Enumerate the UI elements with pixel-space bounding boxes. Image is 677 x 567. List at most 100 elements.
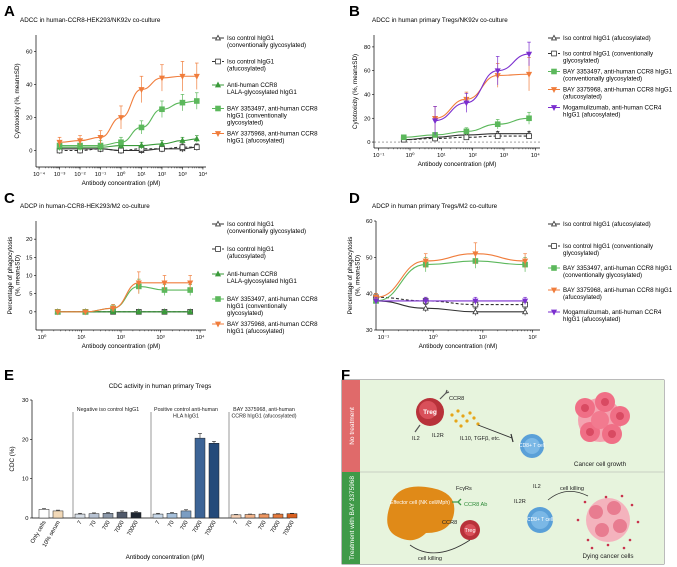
il2r-label-bottom: IL2R (514, 499, 526, 505)
legend-label: BAY 3353497, anti-human CCR8 hIgG1 (563, 69, 673, 76)
data-point (463, 128, 470, 135)
data-point (193, 135, 200, 142)
legend-label: LALA-glycosylated hIgG1 (227, 278, 297, 285)
series-b-4 (432, 41, 533, 135)
data-point (472, 308, 479, 315)
data-point (82, 309, 89, 316)
series-d-0 (372, 296, 529, 316)
legend-label: BAY 3353497, anti-human CCR8 (227, 296, 318, 303)
bar (38, 509, 50, 519)
legend-label: Iso control hIgG1 (227, 35, 275, 42)
effector-cell (387, 486, 455, 541)
inhibition-arrow (477, 424, 513, 439)
legend-label: LALA-glycosylated hIgG1 (227, 89, 297, 96)
legend-b: Iso control hIgG1 (afucosylated) Iso cont… (548, 34, 673, 119)
bar (102, 513, 114, 519)
data-point (135, 280, 142, 287)
y-axis-label: Cytotoxicity (%, mean±SD) (352, 54, 359, 129)
legend-marker (215, 58, 221, 65)
data-point (97, 134, 104, 141)
legend-label: Iso control hIgG1 (227, 221, 275, 228)
legend-c: Iso control hIgG1(conventionally glycosy… (212, 220, 318, 335)
group-label: HLA hIgG1 (173, 414, 199, 420)
x-tick-label: 70000 (126, 520, 139, 537)
legend-marker (550, 309, 558, 316)
data-point (494, 121, 501, 128)
x-tick-label: 700 (180, 520, 190, 531)
series-d-4 (372, 296, 529, 305)
data-point (522, 298, 529, 305)
chart-title-b: ADCC in human primary Tregs/NK92v co-cul… (372, 17, 508, 24)
x-tick-label: 70 (245, 520, 253, 529)
legend-label: glycosylated) (563, 58, 599, 65)
y-tick-label: 20 (22, 437, 28, 443)
top-row-label: No treatment (349, 407, 356, 445)
legend-label: Mogamulizumab, anti-human CCR4 (563, 309, 662, 316)
series-b-2 (400, 111, 532, 141)
legend-d: Iso control hIgG1 (afucosylated) Iso cont… (548, 220, 673, 323)
il2r-receptor-icon (414, 424, 421, 433)
bar-group (272, 513, 284, 519)
series-line (59, 75, 197, 143)
legend-label: Mogamulizumab, anti-human CCR4 (563, 105, 662, 112)
legend-label: Iso control hIgG1 (conventionally (563, 51, 654, 58)
data-point (526, 115, 532, 122)
x-tick-label: 70000 (204, 520, 217, 537)
x-tick-label: 10⁴ (531, 152, 540, 159)
y-tick-label: 15 (26, 255, 32, 261)
series-a-4 (56, 61, 200, 148)
cd8-label-top: CD8+ T cell (519, 443, 545, 449)
legend-label: glycosylated) (227, 310, 263, 317)
x-tick-label: 10¹ (479, 335, 487, 341)
bar-group (166, 512, 178, 519)
chart-panel-e: CDC activity in human primary Tregs 0 10 20… (9, 383, 298, 561)
data-point (472, 298, 479, 305)
bar-group (286, 512, 298, 519)
legend-label: hIgG1 (conventionally (227, 113, 288, 120)
cancer-cluster-top (575, 392, 630, 444)
il2r-label-top: IL2R (432, 433, 444, 439)
x-tick-label: 70 (89, 520, 97, 529)
ccr8-receptor-icon (439, 389, 450, 400)
x-tick-label: 7000 (192, 520, 204, 534)
x-tick-label: 10¹ (437, 153, 445, 159)
data-point (54, 309, 61, 316)
x-tick-label: 10⁻¹ (378, 335, 390, 341)
legend-marker (550, 220, 558, 227)
x-tick-label: 10⁴ (198, 171, 207, 178)
data-point (400, 134, 407, 141)
bar (208, 443, 220, 519)
y-axis-label: Percentage of phagocytosis(%, mean±SD) (7, 237, 22, 315)
legend-label: Iso control hIgG1 (conventionally (563, 243, 654, 250)
x-tick-label: 700 (102, 520, 112, 531)
legend-marker (550, 287, 558, 294)
y-tick-label: 80 (364, 45, 370, 51)
y-axis-label: Cytotoxicity (%, mean±SD) (14, 63, 21, 138)
data-point (522, 258, 529, 265)
top-row-tab (342, 380, 360, 472)
group-label: BAY 3375968, anti-human (233, 407, 295, 413)
legend-label: Anti-human CCR8 (227, 271, 278, 278)
x-tick-label: 10² (117, 335, 125, 341)
data-point (525, 51, 533, 58)
y-axis-label-line: (%, mean±SD) (355, 255, 362, 296)
bar-group (180, 509, 192, 519)
group-label: Positive control anti-human (154, 407, 218, 413)
ccr8-ab-label: CCR8 Ab (464, 502, 487, 508)
data-point (135, 308, 142, 315)
x-tick-label: 10² (528, 335, 536, 341)
chart-title-a: ADCC in human-CCR8-HEK293/NK92v co-cultu… (20, 17, 161, 24)
series-a-3 (56, 92, 200, 151)
bar (152, 513, 164, 519)
legend-marker (551, 68, 557, 75)
bar (286, 513, 298, 519)
y-tick-label: 40 (366, 292, 372, 298)
data-point (179, 137, 186, 143)
bar (74, 513, 86, 519)
x-tick-label: 7 (77, 520, 84, 526)
bar (88, 513, 100, 519)
panel-letter-d: D (349, 190, 360, 207)
legend-marker (214, 81, 222, 88)
data-point (187, 280, 194, 287)
x-tick-label: 10⁰ (406, 152, 415, 159)
